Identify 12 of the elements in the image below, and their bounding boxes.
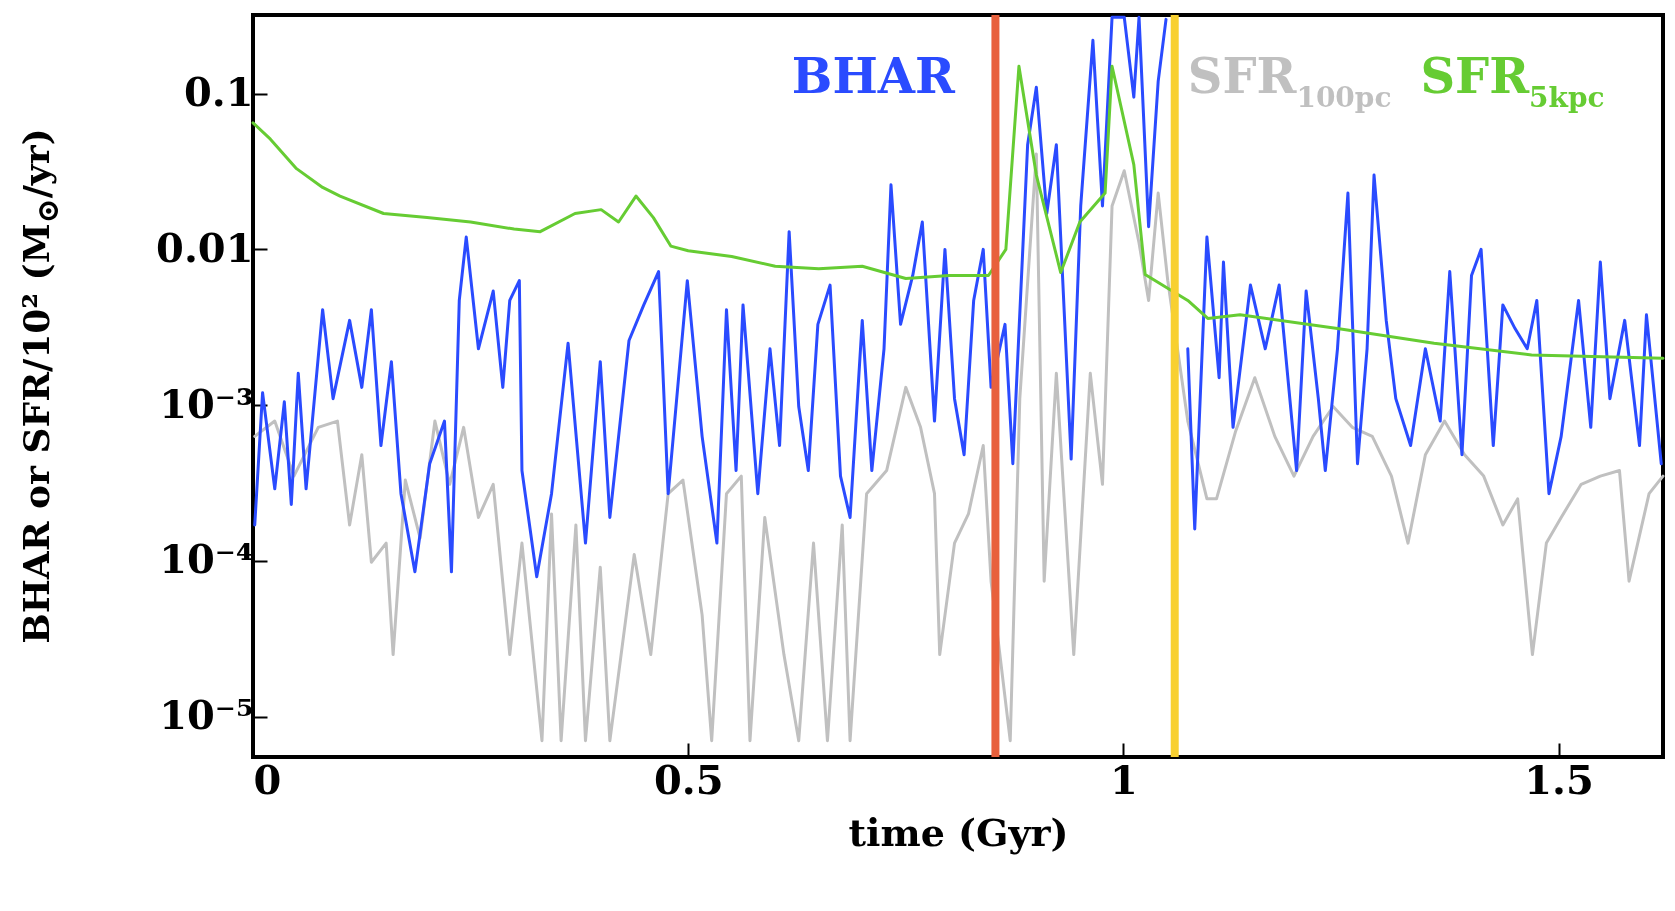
y-tick-label: 10⁻³ [159, 379, 254, 427]
y-tick-label: 0.01 [156, 223, 254, 271]
y-tick-label: 10⁻⁴ [159, 535, 254, 583]
series-label: BHAR [791, 48, 957, 104]
x-tick-label: 1 [1109, 755, 1138, 803]
line-series [253, 152, 1665, 743]
x-tick-label: 0.5 [653, 755, 724, 803]
y-tick-label: 10⁻⁵ [159, 691, 254, 739]
x-axis-title: time (Gyr) [848, 809, 1069, 855]
x-tick-label: 0 [253, 755, 282, 803]
x-tick-label: 1.5 [1524, 755, 1594, 803]
y-tick-label: 0.1 [183, 68, 254, 116]
